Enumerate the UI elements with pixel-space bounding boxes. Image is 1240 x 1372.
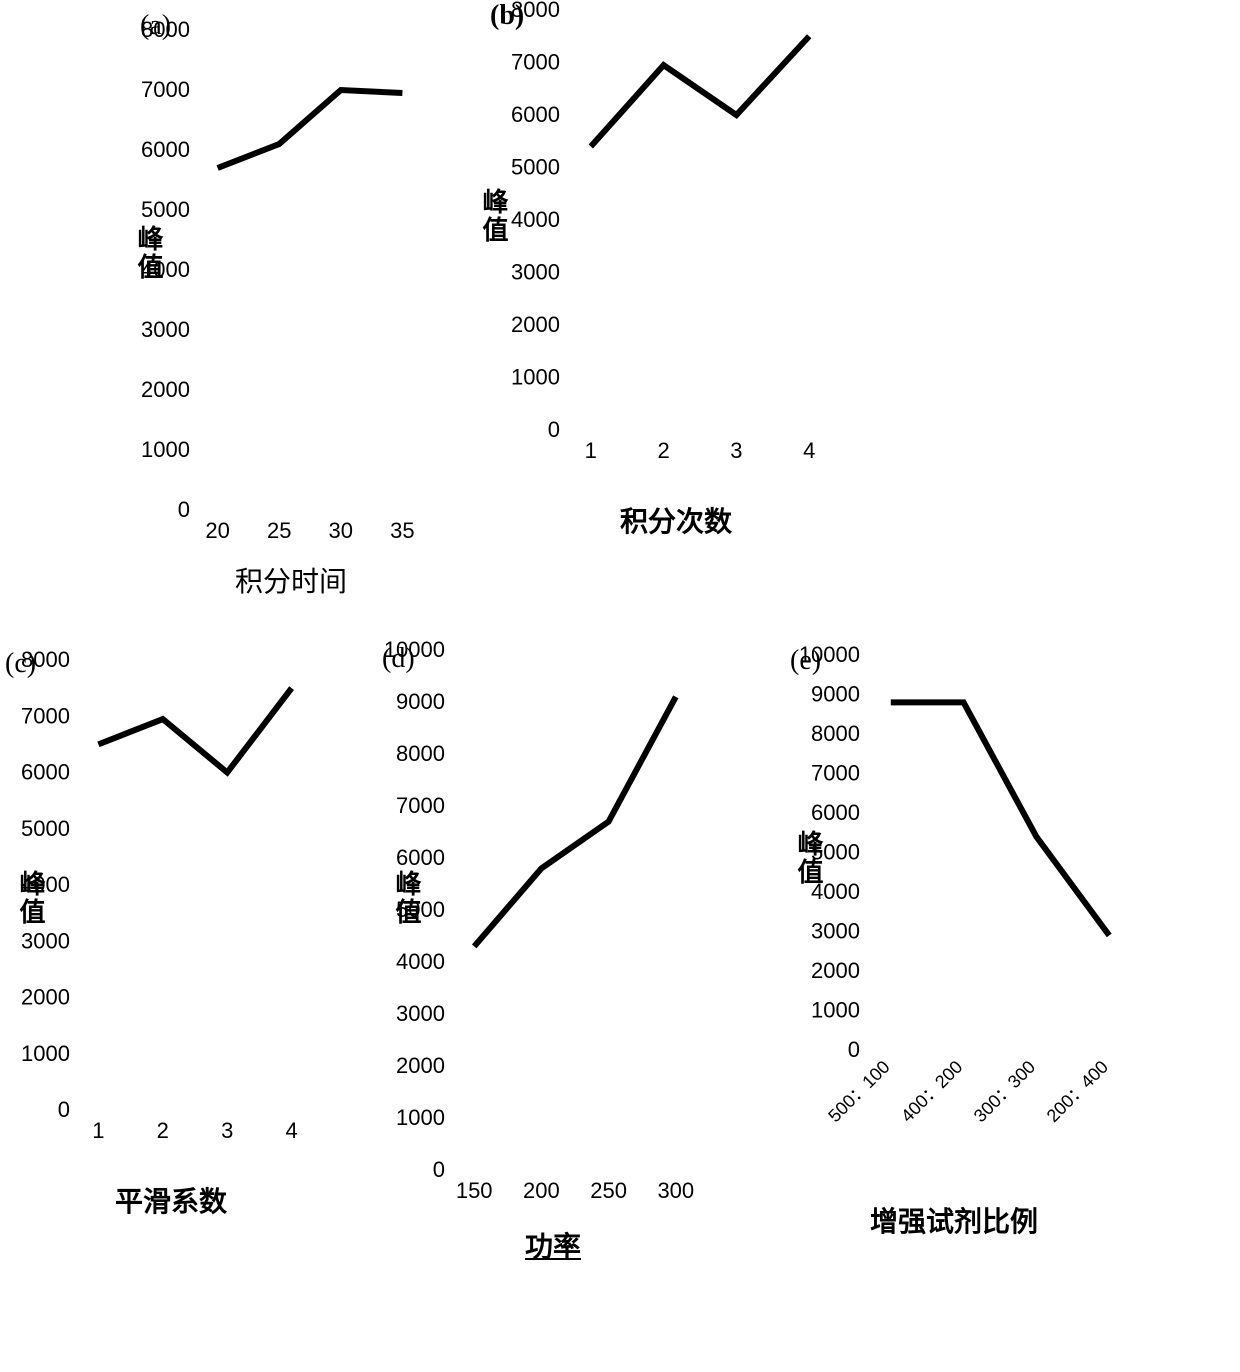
- xlabel-c: 平滑系数: [115, 1180, 227, 1220]
- data-line-c: [98, 688, 291, 772]
- ytick-label: 2000: [811, 958, 860, 983]
- ytick-label: 5000: [811, 840, 860, 865]
- xtick-label: 250: [590, 1178, 627, 1203]
- ytick-label: 0: [178, 497, 190, 522]
- ytick-label: 5000: [511, 155, 560, 180]
- ytick-label: 3000: [811, 919, 860, 944]
- data-line-e: [891, 702, 1109, 935]
- xtick-label: 2: [157, 1118, 169, 1143]
- ytick-label: 3000: [396, 1001, 445, 1026]
- data-line-d: [474, 697, 676, 947]
- xlabel-b: 积分次数: [620, 500, 732, 540]
- xtick-label: 300: [657, 1178, 694, 1203]
- xtick-label: 200：400: [1043, 1057, 1112, 1126]
- xtick-label: 1: [585, 438, 597, 463]
- xtick-label: 3: [730, 438, 742, 463]
- ytick-label: 8000: [21, 647, 70, 672]
- ytick-label: 1000: [811, 998, 860, 1023]
- chart-b: 0100020003000400050006000700080001234: [570, 10, 910, 470]
- ytick-label: 6000: [396, 845, 445, 870]
- xlabel-d: 功率: [525, 1225, 581, 1265]
- xtick-label: 3: [221, 1118, 233, 1143]
- ytick-label: 8000: [811, 721, 860, 746]
- ytick-label: 1000: [396, 1105, 445, 1130]
- xtick-label: 1: [92, 1118, 104, 1143]
- ytick-label: 5000: [21, 816, 70, 841]
- xtick-label: 4: [285, 1118, 297, 1143]
- ytick-label: 10000: [799, 642, 860, 667]
- ytick-label: 4000: [811, 879, 860, 904]
- ytick-label: 5000: [141, 197, 190, 222]
- xtick-label: 25: [267, 518, 291, 543]
- ytick-label: 6000: [811, 800, 860, 825]
- ytick-label: 7000: [396, 793, 445, 818]
- chart-c: 0100020003000400050006000700080001234: [80, 660, 390, 1150]
- xtick-label: 150: [456, 1178, 493, 1203]
- ytick-label: 4000: [21, 872, 70, 897]
- ytick-label: 6000: [511, 102, 560, 127]
- ytick-label: 2000: [396, 1053, 445, 1078]
- ytick-label: 0: [58, 1097, 70, 1122]
- ytick-label: 1000: [141, 437, 190, 462]
- xtick-label: 4: [803, 438, 815, 463]
- ytick-label: 9000: [396, 689, 445, 714]
- ytick-label: 2000: [511, 312, 560, 337]
- ytick-label: 8000: [511, 0, 560, 22]
- ylabel-b: 峰值: [475, 188, 512, 244]
- ytick-label: 5000: [396, 897, 445, 922]
- ytick-label: 0: [433, 1157, 445, 1182]
- ytick-label: 8000: [396, 741, 445, 766]
- chart-a: 0100020003000400050006000700080002025303…: [200, 30, 500, 550]
- ytick-label: 0: [548, 417, 560, 442]
- data-line-a: [218, 90, 403, 168]
- chart-d: 0100020003000400050006000700080009000100…: [455, 650, 775, 1210]
- ytick-label: 7000: [21, 703, 70, 728]
- ytick-label: 4000: [511, 207, 560, 232]
- ytick-label: 10000: [384, 637, 445, 662]
- ytick-label: 4000: [141, 257, 190, 282]
- ytick-label: 3000: [511, 260, 560, 285]
- ytick-label: 3000: [141, 317, 190, 342]
- xtick-label: 200: [523, 1178, 560, 1203]
- xtick-label: 400：200: [897, 1057, 966, 1126]
- xtick-label: 2: [657, 438, 669, 463]
- ytick-label: 7000: [811, 761, 860, 786]
- chart-e: 0100020003000400050006000700080009000100…: [870, 655, 1210, 1160]
- ytick-label: 9000: [811, 682, 860, 707]
- ytick-label: 6000: [141, 137, 190, 162]
- ytick-label: 6000: [21, 760, 70, 785]
- xtick-label: 35: [390, 518, 414, 543]
- data-line-b: [591, 36, 809, 146]
- ytick-label: 8000: [141, 17, 190, 42]
- ytick-label: 7000: [141, 77, 190, 102]
- xlabel-e: 增强试剂比例: [870, 1200, 1038, 1240]
- ytick-label: 1000: [21, 1041, 70, 1066]
- xtick-label: 500：100: [824, 1057, 893, 1126]
- ytick-label: 4000: [396, 949, 445, 974]
- ytick-label: 3000: [21, 928, 70, 953]
- ytick-label: 0: [848, 1037, 860, 1062]
- ytick-label: 2000: [141, 377, 190, 402]
- ytick-label: 2000: [21, 985, 70, 1010]
- ytick-label: 7000: [511, 50, 560, 75]
- xtick-label: 20: [205, 518, 229, 543]
- xtick-label: 30: [329, 518, 353, 543]
- xlabel-a: 积分时间: [235, 560, 347, 600]
- ytick-label: 1000: [511, 365, 560, 390]
- xtick-label: 300：300: [970, 1057, 1039, 1126]
